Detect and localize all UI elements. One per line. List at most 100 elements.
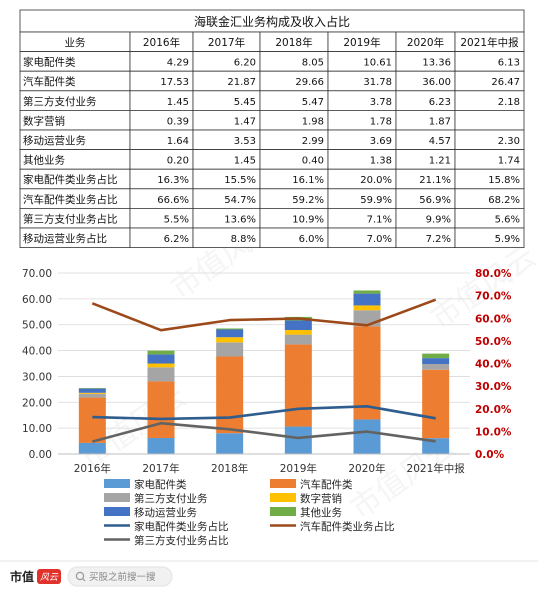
table-row-label: 汽车配件类业务占比: [23, 193, 118, 206]
table-header-cell-text: 业务: [65, 36, 86, 49]
table-value: 13.6%: [224, 214, 256, 225]
footer-bar: 市值 风云 买股之前搜一搜: [0, 560, 538, 587]
table-value: 3.78: [370, 97, 392, 108]
y2-tick-label: 70.0%: [475, 291, 512, 303]
table-row: 汽车配件类业务占比 66.6% 54.7% 59.2% 59.9% 56.9% 68.2%: [19, 188, 525, 209]
legend-swatch: [104, 479, 130, 488]
table-header-cell-text: 2018年: [275, 36, 312, 49]
y-tick-label: 60.00: [22, 294, 52, 306]
bar-segment: [422, 364, 450, 370]
legend-label: 家电配件类: [134, 478, 187, 491]
table-value: 2.99: [302, 136, 324, 147]
table-value: 5.45: [234, 97, 256, 108]
table-row-label: 第三方支付业务: [23, 95, 97, 108]
bar-segment: [422, 438, 450, 454]
table-value: 3.69: [370, 136, 392, 147]
bar-segment: [422, 369, 450, 439]
x-tick-label: 2021年中报: [407, 462, 466, 475]
y-tick-label: 10.00: [22, 423, 52, 435]
table-value: 15.8%: [488, 175, 520, 186]
legend-swatch: [270, 493, 296, 502]
legend-item: 移动运营业务: [104, 506, 197, 519]
table-header-cell-text: 2021年中报: [460, 36, 519, 49]
x-axis: 2016年 2017年 2018年 2019年 2020年 2021年中报: [74, 462, 466, 475]
line-series: [91, 298, 437, 443]
table-value: 2.30: [498, 136, 520, 147]
y2-tick-label: 20.0%: [475, 404, 512, 416]
table-row: 数字营销 0.39 1.47 1.98 1.78 1.87: [19, 110, 525, 131]
table-row: 移动运营业务占比 6.2% 8.8% 6.0% 7.0% 7.2% 5.9%: [19, 227, 525, 249]
table-value: 8.05: [302, 58, 324, 69]
table-value: 8.8%: [231, 234, 256, 245]
legend-label: 家电配件类业务占比: [134, 520, 229, 533]
search-placeholder: 买股之前搜一搜: [89, 571, 156, 583]
legend-item: 家电配件类业务占比: [104, 520, 229, 533]
bar-segment: [78, 392, 106, 394]
table-header-row: 业务 2016年 2017年 2018年 2019年 2020年 2021年中报: [19, 31, 525, 53]
legend-swatch: [104, 493, 130, 502]
table-value: 0.39: [167, 116, 189, 127]
bar-segment: [78, 397, 106, 443]
legend-item: 第三方支付业务占比: [104, 534, 229, 547]
table-value: 59.2%: [292, 195, 324, 206]
search-icon-handle: [82, 578, 86, 582]
bar-segment: [216, 342, 244, 357]
table-value: 1.21: [429, 156, 451, 167]
table-value: 3.53: [234, 136, 256, 147]
bar-segment: [216, 328, 244, 330]
table-value: 56.9%: [419, 195, 451, 206]
table-row-label: 移动运营业务占比: [23, 232, 107, 245]
legend-label: 汽车配件类: [300, 478, 353, 491]
y-tick-label: 30.00: [22, 371, 52, 383]
table-row: 移动运营业务 1.64 3.53 2.99 3.69 4.57 2.30: [19, 129, 525, 151]
search-field: [67, 566, 173, 587]
table-value: 1.47: [234, 116, 256, 127]
table-value: 21.1%: [419, 175, 451, 186]
bar-segment: [78, 442, 106, 454]
table-value: 0.20: [167, 156, 189, 167]
table-value: 4.57: [429, 136, 451, 147]
table-value: 2.18: [498, 97, 520, 108]
bar-segment: [216, 329, 244, 338]
y2-tick-label: 40.0%: [475, 359, 512, 371]
table-value: 21.87: [227, 77, 256, 88]
table-title: 海联金汇业务构成及收入占比: [194, 14, 350, 29]
bar-segment: [284, 344, 312, 427]
bar-segment: [422, 353, 450, 359]
table-value: 6.0%: [299, 234, 324, 245]
y-tick-label: 50.00: [22, 320, 52, 332]
y2-tick-label: 60.0%: [475, 313, 512, 325]
bar-segment: [353, 293, 381, 306]
legend-item: 数字营销: [270, 492, 342, 505]
table-value: 1.87: [429, 116, 451, 127]
table-row-label: 家电配件类业务占比: [23, 173, 118, 186]
table-value: 1.74: [498, 156, 520, 167]
bar-segment: [147, 363, 175, 368]
table-header-cell-text: 2020年: [407, 36, 444, 49]
bar-segment: [216, 356, 244, 434]
bar-segment: [78, 393, 106, 398]
bar-segment: [284, 320, 312, 331]
table-value: 36.00: [422, 77, 451, 88]
table-value: 4.29: [167, 58, 189, 69]
table-row: 第三方支付业务占比 5.5% 13.6% 10.9% 7.1% 9.9% 5.6%: [19, 207, 525, 229]
y2-tick-label: 10.0%: [475, 426, 512, 438]
legend-item: 其他业务: [270, 506, 342, 519]
table-value: 10.9%: [292, 214, 324, 225]
table-value: 17.53: [160, 77, 189, 88]
bar-segment: [353, 419, 381, 454]
table-header-cell-text: 2019年: [343, 36, 380, 49]
table-value: 1.38: [370, 156, 392, 167]
legend-item: 汽车配件类: [270, 478, 353, 491]
bar-segment: [78, 388, 106, 393]
table-row: 其他业务 0.20 1.45 0.40 1.38 1.21 1.74: [19, 149, 525, 170]
y2-tick-label: 80.0%: [475, 268, 512, 280]
search-box[interactable]: 买股之前搜一搜: [67, 566, 173, 587]
table-row-label: 第三方支付业务占比: [23, 212, 118, 225]
table-row-label: 数字营销: [23, 114, 65, 127]
y-tick-label: 20.00: [22, 397, 52, 409]
bar-segment: [422, 358, 450, 365]
table-value: 6.2%: [164, 234, 189, 245]
brand-badge-text: 风云: [40, 572, 59, 583]
